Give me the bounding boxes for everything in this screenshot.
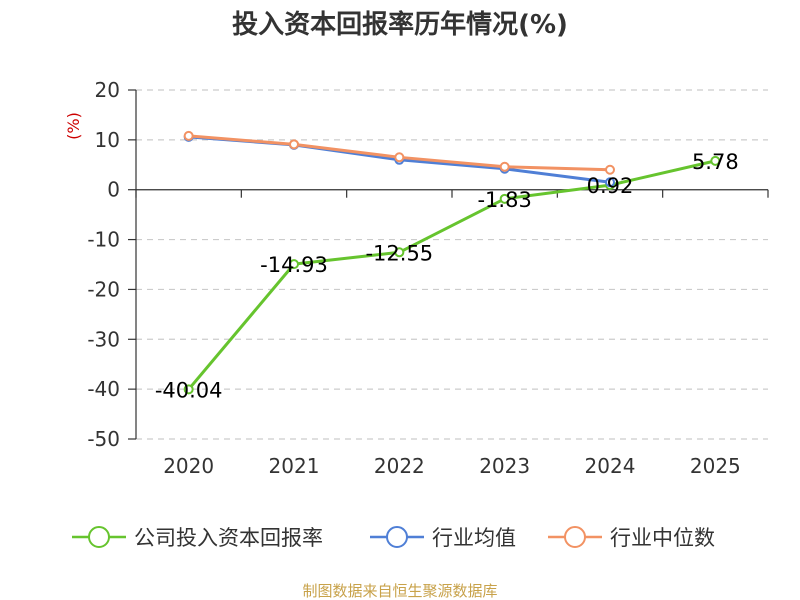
y-tick-label: -30 xyxy=(87,327,120,351)
data-point xyxy=(183,130,194,141)
legend-marker xyxy=(88,526,110,548)
data-point xyxy=(183,384,194,395)
y-tick-label: -20 xyxy=(87,277,120,301)
data-point xyxy=(605,177,615,188)
y-tick-label: 0 xyxy=(107,178,120,202)
data-point xyxy=(289,139,299,150)
data-label: -40.04 xyxy=(155,378,223,402)
x-tick-label: 2021 xyxy=(269,454,320,478)
data-label: 5.78 xyxy=(692,150,739,174)
y-tick-label: -50 xyxy=(87,427,120,451)
data-label: 0.92 xyxy=(587,174,634,198)
legend-marker xyxy=(386,526,408,548)
x-tick-label: 2023 xyxy=(479,454,530,478)
data-point xyxy=(394,247,405,258)
axes: 20 10 0 -10 -20 -30 -40 -50 2020 2021 2022 2023 2024… xyxy=(87,78,769,478)
legend-marker xyxy=(564,526,586,548)
y-tick-label: -40 xyxy=(87,377,120,401)
x-tick-label: 2024 xyxy=(585,454,636,478)
data-point xyxy=(499,161,510,172)
legend-label: 公司投入资本回报率 xyxy=(134,526,323,550)
source-note: 制图数据来自恒生聚源数据库 xyxy=(302,582,497,600)
data-point xyxy=(499,193,510,204)
y-tick-label: -10 xyxy=(87,228,120,252)
data-point xyxy=(710,155,721,166)
data-label: -14.93 xyxy=(260,253,328,277)
chart-title: 投入资本回报率历年情况(%) xyxy=(232,9,568,40)
grid-lines xyxy=(136,89,768,440)
x-tick-label: 2022 xyxy=(374,454,425,478)
x-tick-label: 2020 xyxy=(163,454,214,478)
y-tick-label: 10 xyxy=(95,128,120,152)
data-label: -1.83 xyxy=(477,188,531,212)
series-line xyxy=(187,159,716,391)
data-point xyxy=(289,259,299,270)
data-labels: -40.04 -14.93 -12.55 -1.83 0.92 5.78 xyxy=(155,150,739,402)
legend: 公司投入资本回报率 行业均值 行业中位数 xyxy=(72,526,715,550)
data-label: -12.55 xyxy=(365,241,433,265)
x-tick-label: 2025 xyxy=(690,454,741,478)
series-lines xyxy=(183,130,721,395)
y-axis-label: (%) xyxy=(64,112,83,140)
data-point xyxy=(605,164,615,175)
y-tick-label: 20 xyxy=(95,78,120,102)
legend-label: 行业中位数 xyxy=(610,526,715,550)
legend-label: 行业均值 xyxy=(432,526,516,550)
data-point xyxy=(394,152,405,163)
